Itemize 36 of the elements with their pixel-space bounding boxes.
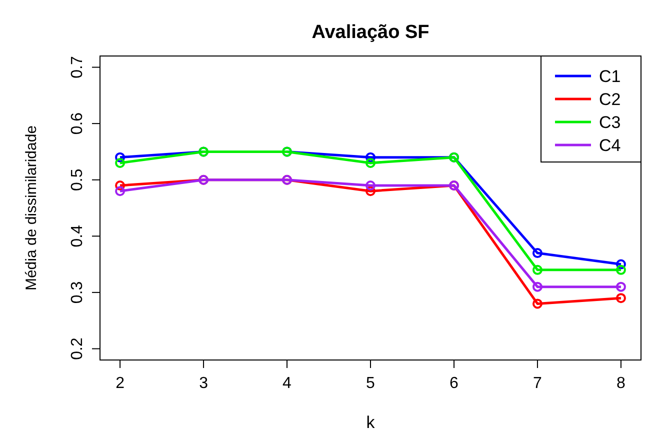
point bbox=[616, 282, 626, 292]
point bbox=[532, 282, 542, 292]
point bbox=[616, 259, 626, 270]
y-tick-label: 0.3 bbox=[69, 281, 86, 304]
point bbox=[366, 152, 376, 162]
x-tick-label: 4 bbox=[282, 375, 292, 392]
y-tick-label: 0.4 bbox=[69, 224, 86, 248]
point bbox=[366, 180, 376, 190]
legend-label: C4 bbox=[599, 136, 621, 155]
point bbox=[115, 158, 126, 168]
x-tick-label: 3 bbox=[199, 375, 208, 392]
point bbox=[366, 186, 376, 196]
x-axis-title: k bbox=[366, 413, 376, 432]
x-tick-label: 2 bbox=[116, 375, 125, 392]
y-tick-label: 0.6 bbox=[69, 112, 86, 135]
x-tick-label: 7 bbox=[533, 375, 542, 392]
point bbox=[115, 152, 126, 162]
x-tick-label: 5 bbox=[366, 375, 376, 392]
point bbox=[616, 264, 626, 275]
y-tick-label: 0.7 bbox=[69, 56, 86, 78]
point bbox=[532, 298, 542, 309]
y-tick-label: 0.5 bbox=[69, 168, 86, 191]
legend-label: C3 bbox=[599, 113, 621, 132]
point bbox=[532, 264, 542, 275]
point bbox=[115, 180, 126, 190]
point bbox=[115, 186, 126, 196]
y-tick-label: 0.2 bbox=[69, 338, 86, 360]
x-tick-label: 6 bbox=[450, 375, 459, 392]
point bbox=[532, 248, 542, 258]
chart-title: Avaliação SF bbox=[312, 22, 430, 43]
y-axis-title: Média de dissimilaridade bbox=[23, 125, 40, 291]
legend-label: C1 bbox=[599, 67, 621, 86]
point bbox=[616, 293, 626, 304]
x-tick-label: 8 bbox=[616, 375, 626, 392]
legend-label: C2 bbox=[599, 90, 621, 109]
point bbox=[366, 158, 376, 168]
